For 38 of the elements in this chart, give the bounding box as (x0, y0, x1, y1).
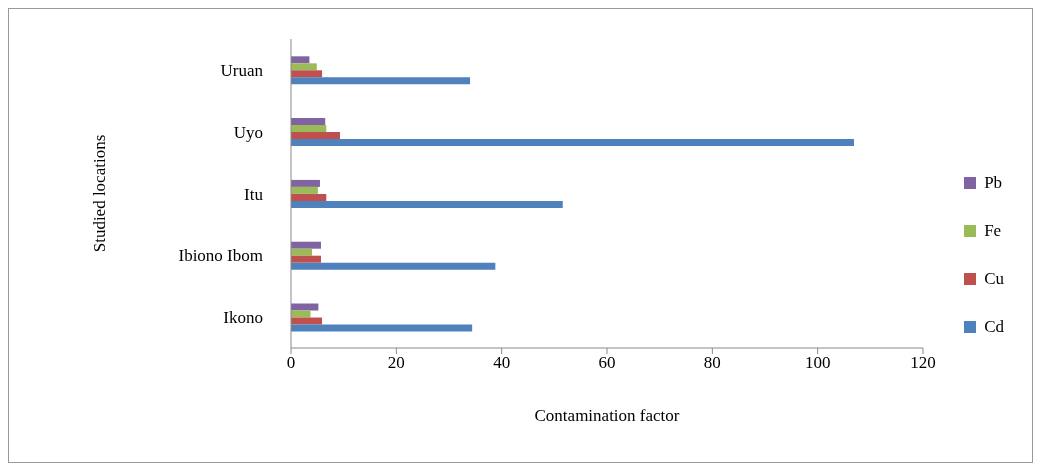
bar (291, 70, 323, 78)
bar (291, 77, 471, 85)
bar (291, 186, 318, 194)
x-tick-label: 20 (387, 353, 405, 373)
y-tick-label: Uruan (220, 60, 264, 80)
x-tick-label: 40 (493, 353, 511, 373)
y-tick-label: Itu (244, 184, 264, 204)
x-tick-label: 60 (598, 353, 616, 373)
bar (291, 324, 473, 332)
bar (291, 139, 855, 147)
bar (291, 255, 322, 263)
x-tick-label: 100 (804, 353, 831, 373)
y-axis-title: Studied locations (90, 134, 110, 253)
bar (291, 118, 326, 126)
bar (291, 132, 340, 140)
y-tick-label: Ikono (223, 308, 263, 328)
bar (291, 241, 322, 249)
x-tick-label: 120 (910, 353, 936, 373)
legend-label: Cu (984, 269, 1004, 289)
x-axis-title: Contamination factor (534, 406, 680, 425)
bar (291, 262, 496, 270)
legend-label: Fe (984, 221, 1002, 241)
bar (291, 200, 563, 208)
legend-label: Cd (984, 317, 1004, 337)
bar (291, 303, 319, 311)
y-tick-label: Uyo (233, 122, 263, 142)
bar (291, 317, 323, 325)
bar (291, 193, 327, 201)
bar (291, 310, 311, 318)
bar (291, 125, 327, 133)
bar (291, 63, 317, 71)
bar (291, 248, 313, 256)
x-tick-label: 0 (286, 353, 296, 373)
x-tick-label: 80 (703, 353, 721, 373)
legend-label: Pb (984, 173, 1003, 193)
y-tick-label: Ibiono Ibom (178, 246, 263, 266)
bar (291, 179, 320, 187)
bar (291, 56, 310, 64)
